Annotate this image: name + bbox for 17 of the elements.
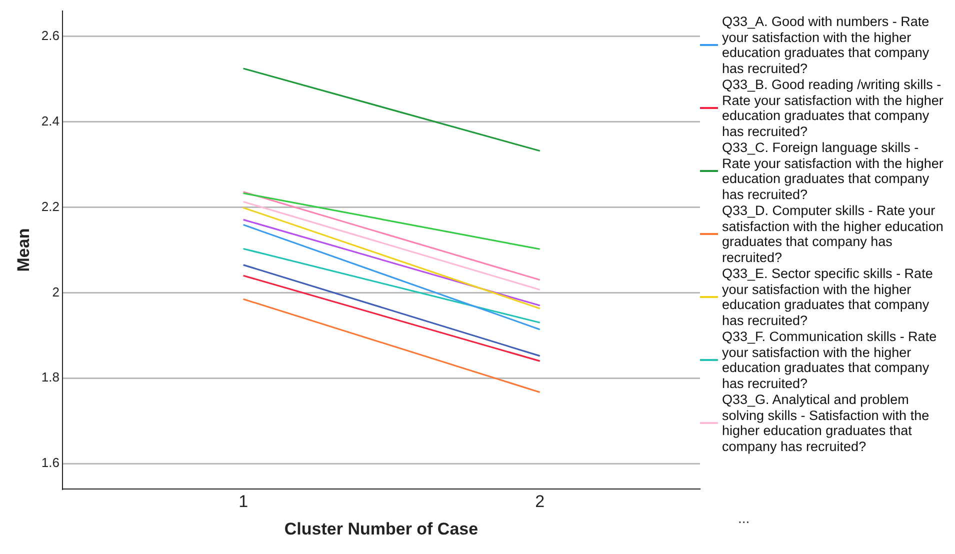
legend-label: Q33_B. Good reading /writing skills - Rate your satisfaction with the higher education graduates that company has recruited?	[722, 77, 944, 139]
y-tick-label: 2	[52, 284, 60, 300]
y-tick-label: 1.8	[41, 370, 60, 385]
legend-label: Q33_F. Communication skills - Rate your satisfaction with the higher education graduates that company has recruited?	[722, 329, 938, 391]
x-axis-title: Cluster Number of Case	[284, 519, 478, 538]
y-axis-title: Mean	[14, 228, 33, 272]
legend-label: Q33_G. Analytical and problem solving skills - Satisfaction with the higher education graduates that company has recruited?	[722, 392, 930, 454]
y-tick-label: 2.6	[41, 28, 60, 44]
legend-label: Q33_A. Good with numbers - Rate your satisfaction with the higher education graduates that company has recruited?	[722, 14, 930, 76]
legend-label: Q33_E. Sector specific skills - Rate your satisfaction with the higher education graduates that company has recruited?	[722, 266, 934, 328]
y-tick-label: 2.4	[41, 113, 60, 128]
text: ...	[738, 510, 750, 526]
y-tick-label: 2.2	[41, 198, 60, 214]
legend-label: Q33_D. Computer skills - Rate your satisfaction with the higher education graduates that company has recruited?	[722, 203, 944, 265]
x-tick-label: 1	[238, 492, 248, 512]
legend-label: Q33_C. Foreign language skills - Rate your satisfaction with the higher education graduates that company has recruited?	[722, 140, 944, 202]
y-tick-label: 1.6	[41, 455, 60, 470]
